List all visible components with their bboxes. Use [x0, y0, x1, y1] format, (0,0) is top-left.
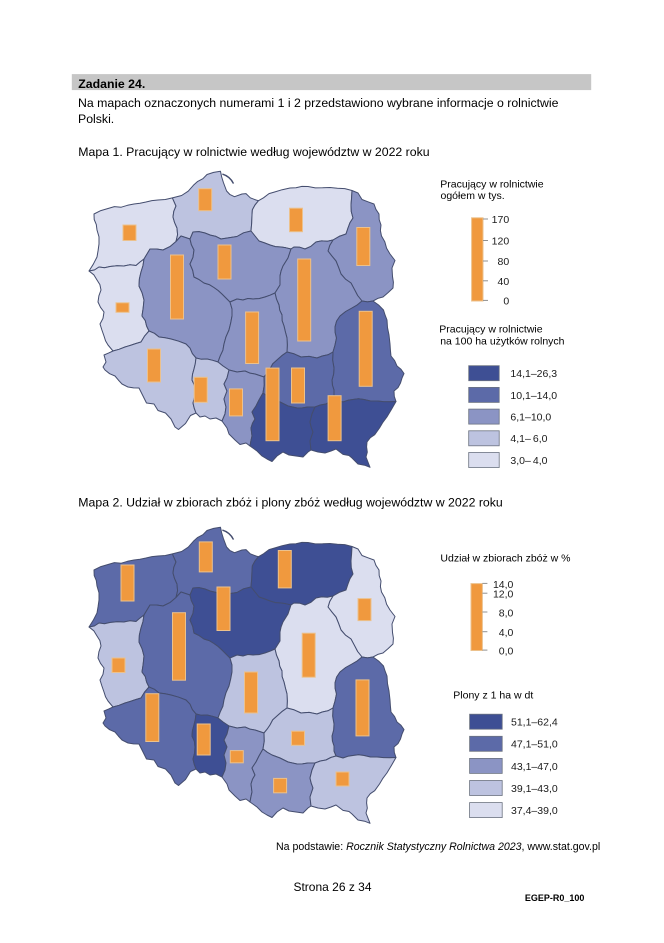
svg-text:4,1– 6,0: 4,1– 6,0 [510, 433, 547, 445]
svg-text:37,4–39,0: 37,4–39,0 [511, 805, 558, 817]
svg-text:80: 80 [498, 256, 510, 268]
svg-text:8,0: 8,0 [499, 608, 514, 620]
svg-text:170: 170 [492, 214, 510, 226]
svg-text:120: 120 [492, 236, 510, 248]
svg-text:Zadanie 24.: Zadanie 24. [78, 77, 145, 91]
svg-text:40: 40 [498, 276, 510, 288]
svg-text:4,0: 4,0 [499, 627, 514, 639]
svg-text:Mapa 1. Pracujący w rolnictwie: Mapa 1. Pracujący w rolnictwie według wo… [78, 145, 429, 159]
svg-text:39,1–43,0: 39,1–43,0 [511, 783, 558, 795]
svg-text:Polski.: Polski. [78, 112, 114, 126]
svg-text:na 100 ha użytków rolnych: na 100 ha użytków rolnych [440, 336, 564, 348]
svg-text:51,1–62,4: 51,1–62,4 [511, 717, 558, 729]
svg-text:43,1–47,0: 43,1–47,0 [511, 761, 558, 773]
svg-text:0: 0 [503, 296, 509, 308]
svg-text:Pracujący w rolnictwie: Pracujący w rolnictwie [440, 179, 543, 191]
svg-text:47,1–51,0: 47,1–51,0 [511, 739, 558, 751]
svg-text:6,1–10,0: 6,1–10,0 [510, 412, 551, 424]
svg-text:Na podstawie: Rocznik Statysty: Na podstawie: Rocznik Statystyczny Rolni… [276, 841, 600, 853]
svg-text:10,1–14,0: 10,1–14,0 [510, 390, 557, 402]
svg-text:Pracujący w rolnictwie: Pracujący w rolnictwie [439, 324, 542, 336]
svg-text:Udział w zbiorach zbóż w %: Udział w zbiorach zbóż w % [440, 553, 570, 565]
svg-text:12,0: 12,0 [493, 589, 514, 601]
svg-text:Na mapach oznaczonych numerami: Na mapach oznaczonych numerami 1 i 2 prz… [78, 96, 559, 110]
svg-text:Mapa 2. Udział w zbiorach zbóż: Mapa 2. Udział w zbiorach zbóż i plony z… [78, 496, 503, 510]
svg-text:3,0– 4,0: 3,0– 4,0 [510, 455, 547, 467]
svg-text:14,1–26,3: 14,1–26,3 [510, 368, 557, 380]
svg-text:14,0: 14,0 [493, 579, 514, 591]
svg-text:EGEP-R0_100: EGEP-R0_100 [525, 893, 585, 903]
svg-text:0,0: 0,0 [499, 646, 514, 658]
svg-text:ogółem w tys.: ogółem w tys. [441, 190, 505, 202]
svg-text:Strona 26 z 34: Strona 26 z 34 [293, 880, 371, 894]
svg-text:Plony z 1 ha w dt: Plony z 1 ha w dt [453, 689, 533, 701]
